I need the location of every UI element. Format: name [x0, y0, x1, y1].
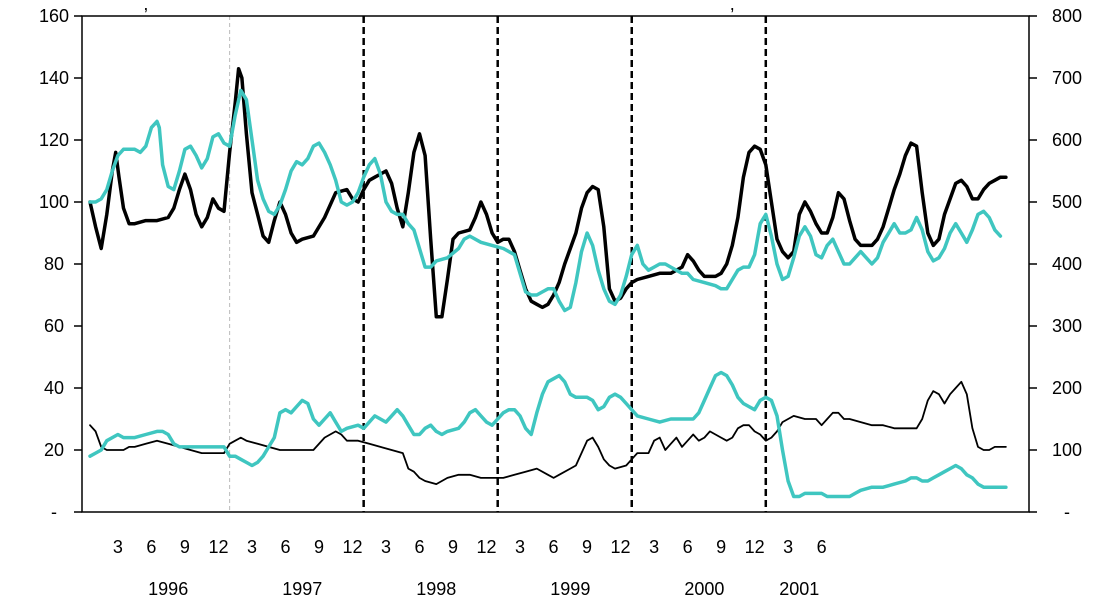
month-tick-label-10: 9 [448, 537, 458, 557]
right-tick-label-4: 400 [1052, 254, 1082, 274]
right-tick-label-6: 600 [1052, 130, 1082, 150]
month-tick-label-19: 12 [745, 537, 765, 557]
month-tick-label-13: 6 [549, 537, 559, 557]
left-tick-label-1: 20 [44, 440, 64, 460]
year-label-1: 1997 [282, 579, 322, 599]
left-tick-label-4: 80 [44, 254, 64, 274]
right-tick-label-7: 700 [1052, 68, 1082, 88]
series-line-3 [90, 373, 1006, 497]
right-tick-label-5: 500 [1052, 192, 1082, 212]
month-tick-label-4: 3 [247, 537, 257, 557]
month-tick-label-8: 3 [381, 537, 391, 557]
month-tick-label-9: 6 [415, 537, 425, 557]
left-tick-label-2: 40 [44, 378, 64, 398]
year-label-4: 2000 [684, 579, 724, 599]
month-tick-label-6: 9 [314, 537, 324, 557]
month-tick-label-15: 12 [611, 537, 631, 557]
month-tick-label-0: 3 [113, 537, 123, 557]
left-tick-label-3: 60 [44, 316, 64, 336]
left-tick-label-5: 100 [39, 192, 69, 212]
year-label-0: 1996 [148, 579, 188, 599]
month-tick-label-11: 12 [477, 537, 497, 557]
left-tick-label-6: 120 [39, 130, 69, 150]
right-tick-label-3: 300 [1052, 316, 1082, 336]
month-tick-label-5: 6 [280, 537, 290, 557]
month-tick-label-14: 9 [582, 537, 592, 557]
right-tick-label-2: 200 [1052, 378, 1082, 398]
series-line-2 [90, 382, 1006, 484]
month-tick-label-18: 9 [716, 537, 726, 557]
left-tick-label-7: 140 [39, 68, 69, 88]
month-tick-label-1: 6 [146, 537, 156, 557]
right-tick-label-1: 100 [1052, 440, 1082, 460]
month-tick-label-3: 12 [208, 537, 228, 557]
month-tick-label-2: 9 [180, 537, 190, 557]
month-tick-label-17: 6 [683, 537, 693, 557]
month-tick-label-21: 6 [817, 537, 827, 557]
left-tick-label-8: 160 [39, 6, 69, 26]
year-label-3: 1999 [550, 579, 590, 599]
month-tick-label-16: 3 [649, 537, 659, 557]
plot-frame [82, 16, 1029, 512]
top-mark-0: , [143, 0, 148, 14]
right-tick-label-0: - [1064, 502, 1070, 522]
series-line-0 [90, 69, 1006, 317]
month-tick-label-12: 3 [515, 537, 525, 557]
year-label-5: 2001 [779, 579, 819, 599]
year-label-2: 1998 [416, 579, 456, 599]
month-tick-label-7: 12 [342, 537, 362, 557]
left-tick-label-0: - [51, 502, 57, 522]
right-tick-label-8: 800 [1052, 6, 1082, 26]
month-tick-label-20: 3 [783, 537, 793, 557]
top-mark-1: , [730, 0, 735, 14]
